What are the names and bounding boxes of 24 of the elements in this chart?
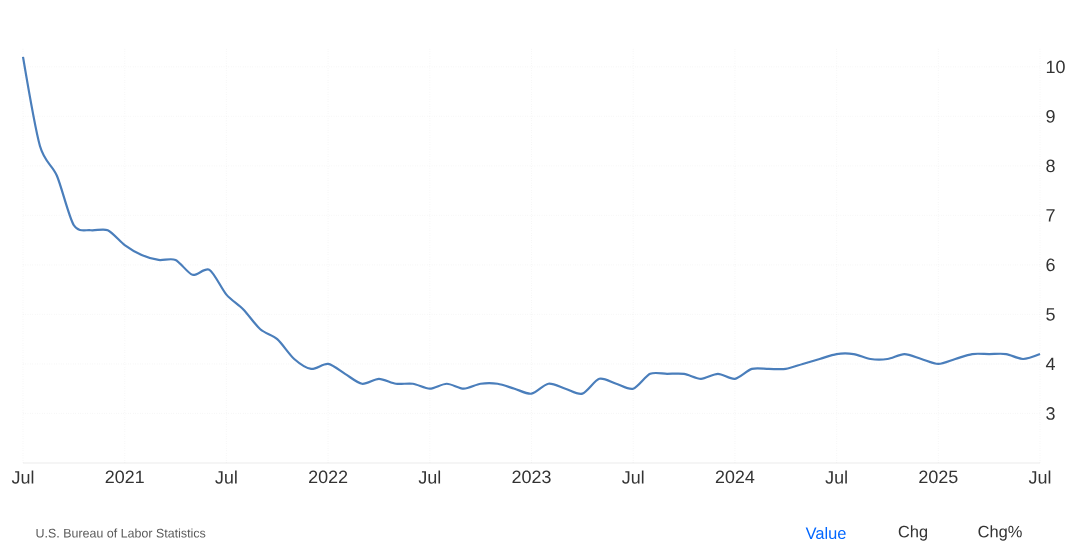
x-tick-label: Jul bbox=[215, 470, 237, 484]
x-tick-label: Jul bbox=[11, 470, 34, 484]
x-tick-label: Jul bbox=[418, 470, 441, 484]
x-tick-label: Jul bbox=[825, 470, 847, 484]
x-tick-label: 2021 bbox=[105, 470, 144, 484]
line-series bbox=[21, 55, 1042, 395]
y-tick-label: 10 bbox=[1046, 60, 1065, 74]
x-tick-label: 2023 bbox=[512, 470, 551, 484]
y-tick-label: 5 bbox=[1046, 308, 1055, 321]
text: Chg% bbox=[978, 525, 1022, 541]
y-tick-label: 8 bbox=[1046, 159, 1055, 173]
text: Chg bbox=[898, 525, 928, 541]
y-tick-label: 4 bbox=[1045, 357, 1055, 371]
y-tick-label: 7 bbox=[1046, 209, 1055, 222]
x-tick-label: Jul bbox=[622, 470, 644, 484]
x-tick-label: Jul bbox=[1028, 470, 1051, 484]
x-tick-label: 2025 bbox=[919, 470, 958, 484]
text: U.S. Bureau of Labor Statistics bbox=[36, 528, 206, 538]
text: Value bbox=[805, 526, 846, 540]
y-tick-label: 6 bbox=[1046, 258, 1055, 272]
x-tick-label: 2022 bbox=[309, 470, 348, 484]
y-tick-label: 9 bbox=[1046, 109, 1055, 123]
x-tick-label: 2024 bbox=[715, 470, 755, 484]
y-tick-label: 3 bbox=[1046, 407, 1055, 420]
